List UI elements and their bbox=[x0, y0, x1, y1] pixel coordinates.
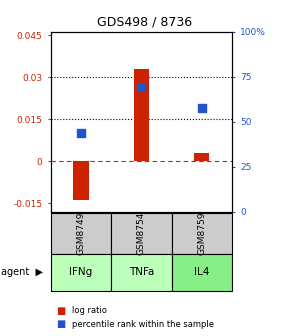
Bar bbox=[194, 153, 209, 161]
Text: GSM8759: GSM8759 bbox=[197, 212, 206, 255]
Point bbox=[200, 106, 204, 111]
Text: IL4: IL4 bbox=[194, 267, 209, 278]
Text: GDS498 / 8736: GDS498 / 8736 bbox=[97, 15, 193, 28]
Bar bbox=[73, 161, 88, 201]
Text: percentile rank within the sample: percentile rank within the sample bbox=[72, 320, 215, 329]
Text: TNFa: TNFa bbox=[129, 267, 154, 278]
Text: agent  ▶: agent ▶ bbox=[1, 267, 44, 278]
Text: GSM8749: GSM8749 bbox=[77, 212, 86, 255]
Text: GSM8754: GSM8754 bbox=[137, 212, 146, 255]
Text: ■: ■ bbox=[57, 306, 66, 316]
Text: ■: ■ bbox=[57, 319, 66, 329]
Bar bbox=[134, 69, 149, 161]
Text: IFNg: IFNg bbox=[69, 267, 93, 278]
Point bbox=[139, 84, 144, 89]
Text: log ratio: log ratio bbox=[72, 306, 107, 315]
Point bbox=[79, 130, 83, 135]
